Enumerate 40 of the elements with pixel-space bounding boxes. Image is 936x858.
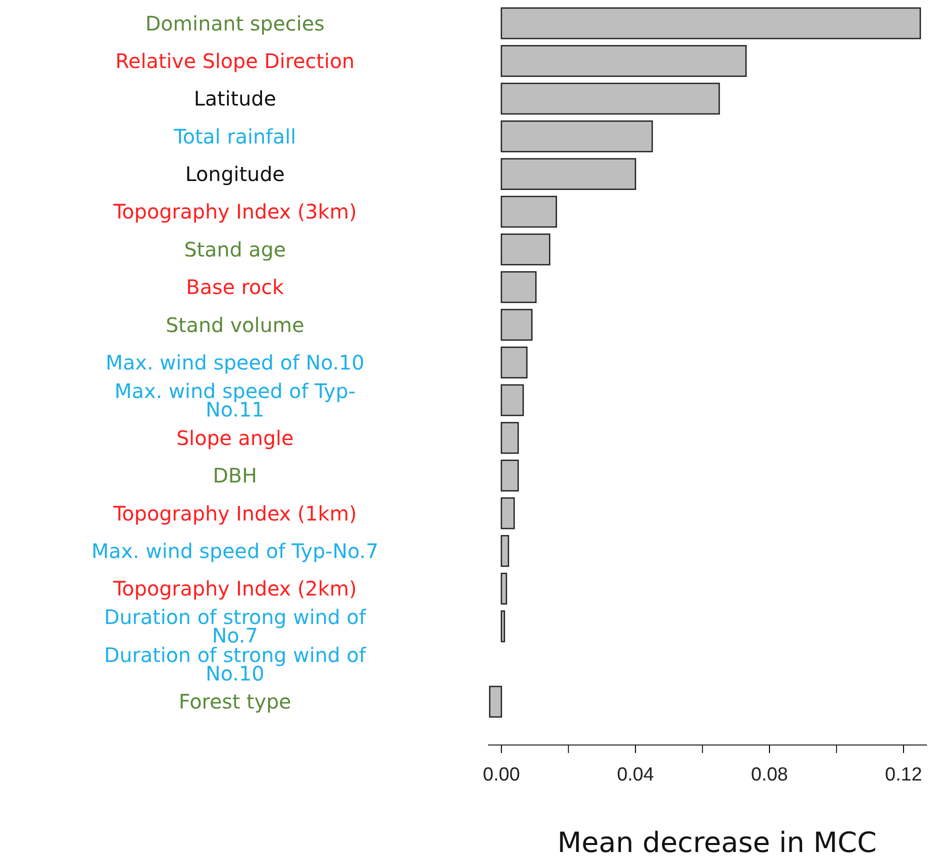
bar [500,234,550,266]
y-tick-label: Longitude [185,162,285,186]
y-tick-label: Topography Index (3km) [112,200,357,224]
y-tick-label: Max. wind speed of Typ-No.7 [92,538,378,563]
bar [500,497,515,530]
y-tick-label: Slope angle [176,426,294,450]
bar [500,45,747,77]
y-tick-label: Latitude [194,86,276,111]
y-tick-label: Topography Index (2km) [112,576,357,601]
bar [500,120,653,152]
y-tick-label: Stand age [184,237,286,262]
y-tick-label: Max. wind speed of No.10 [106,350,364,374]
x-axis-title: Mean decrease in MCC [557,826,877,858]
x-tick-label: 0.00 [482,764,520,786]
bar [500,572,508,605]
bar [500,422,519,454]
y-tick-label: Stand volume [166,312,304,337]
y-tick-label: Topography Index (1km) [112,501,357,526]
x-tick-label: 0.04 [616,764,654,786]
y-tick-label: Dominant species [145,11,325,36]
bar [500,7,921,40]
bar [500,535,510,567]
x-tick-label: 0.08 [751,764,788,786]
bar [500,460,519,492]
y-tick-label: Base rock [186,275,284,300]
y-tick-label: Total rainfall [172,124,296,148]
bar [500,196,558,228]
y-tick-label: DBH [212,464,258,488]
bar [489,686,502,718]
bar [500,158,636,190]
bar [500,346,528,378]
bar [500,610,506,642]
x-tick-label: 0.12 [885,764,922,786]
y-tick-label: Forest type [178,690,292,714]
y-tick-label: Max. wind speed of Typ-No.11 [114,378,356,422]
bar [500,271,537,304]
bar [500,82,720,115]
y-tick-label: Relative Slope Direction [115,48,355,73]
bar [500,384,524,416]
bar [500,308,533,341]
